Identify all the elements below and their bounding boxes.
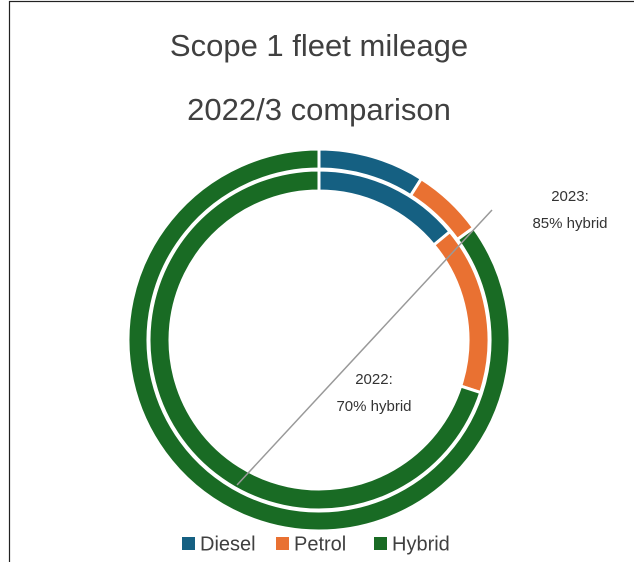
annotation: 2022:	[355, 371, 393, 388]
legend-swatch	[276, 537, 289, 550]
annotation-line	[236, 209, 493, 486]
legend-swatch	[182, 537, 195, 550]
annotation: 70% hybrid	[336, 398, 411, 415]
ring-segment	[126, 147, 512, 533]
legend-label: Hybrid	[392, 533, 450, 555]
legend-label: Petrol	[294, 533, 346, 555]
legend: Diesel Petrol Hybrid	[182, 533, 450, 555]
annotation: 85% hybrid	[532, 215, 607, 232]
rings	[126, 147, 512, 533]
chart-title: Scope 1 fleet mileage	[170, 28, 468, 63]
chart-title: 2022/3 comparison	[187, 92, 451, 127]
legend-label: Diesel	[200, 533, 256, 555]
annotation: 2023:	[551, 188, 589, 205]
legend-swatch	[374, 537, 387, 550]
chart-frame	[8, 0, 634, 562]
